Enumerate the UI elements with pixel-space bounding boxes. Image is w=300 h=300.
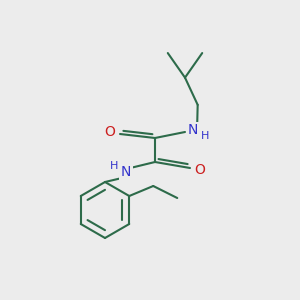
Text: N: N xyxy=(121,165,131,179)
Text: N: N xyxy=(188,123,198,137)
Text: O: O xyxy=(105,125,116,139)
Text: H: H xyxy=(110,161,118,171)
Text: H: H xyxy=(201,131,209,141)
Text: O: O xyxy=(195,163,206,177)
